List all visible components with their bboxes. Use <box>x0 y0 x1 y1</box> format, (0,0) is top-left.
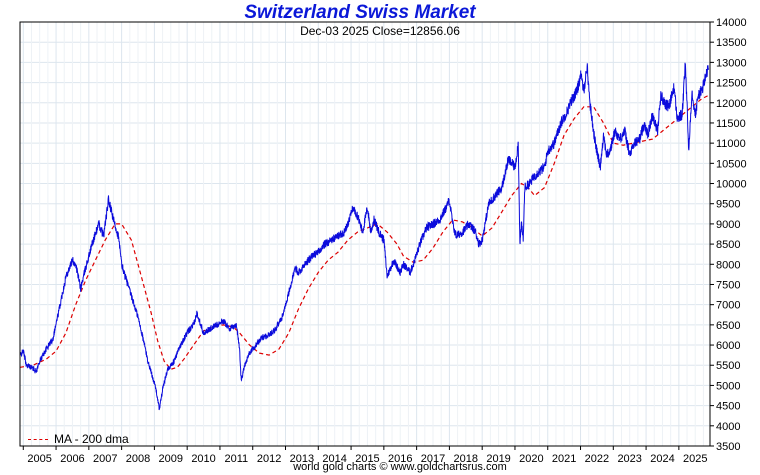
legend-swatch <box>28 438 48 440</box>
chart-title: Switzerland Swiss Market <box>244 2 476 23</box>
x-tick-label: 2013 <box>290 453 314 465</box>
y-tick-label: 11500 <box>716 118 746 130</box>
legend: MA - 200 dma <box>28 432 129 446</box>
y-tick-label: 3500 <box>716 441 740 453</box>
x-tick-label: 2021 <box>552 453 576 465</box>
y-tick-label: 14000 <box>716 17 747 29</box>
price-line <box>19 62 709 411</box>
x-tick-label: 2017 <box>421 453 445 465</box>
y-tick-label: 5000 <box>716 380 740 392</box>
y-tick-label: 10000 <box>716 179 747 191</box>
y-tick-label: 7500 <box>716 279 740 291</box>
x-tick-label: 2025 <box>683 453 707 465</box>
x-tick-label: 2011 <box>225 453 249 465</box>
y-tick-label: 6000 <box>716 340 740 352</box>
y-tick-label: 12000 <box>716 98 747 110</box>
y-tick-label: 9500 <box>716 199 740 211</box>
y-tick-label: 13500 <box>716 37 747 49</box>
legend-label: MA - 200 dma <box>54 432 129 446</box>
x-tick-label: 2009 <box>159 453 183 465</box>
x-tick-label: 2006 <box>60 453 84 465</box>
y-tick-label: 11000 <box>716 138 746 150</box>
y-tick-label: 6500 <box>716 320 740 332</box>
x-tick-label: 2015 <box>355 453 379 465</box>
price-series <box>19 62 709 411</box>
y-tick-label: 4000 <box>716 421 740 433</box>
x-tick-label: 2012 <box>257 453 281 465</box>
x-tick-label: 2020 <box>519 453 543 465</box>
y-tick-label: 4500 <box>716 401 740 413</box>
x-axis: 2005 2006 2007 2008 2009 2010 2011 2012 2013 2014… <box>22 446 707 465</box>
y-tick-label: 8500 <box>716 239 740 251</box>
plot-background <box>20 22 710 446</box>
y-tick-label: 8000 <box>716 259 740 271</box>
x-tick-label: 2016 <box>388 453 412 465</box>
x-tick-label: 2022 <box>585 453 609 465</box>
ma-series <box>19 94 711 370</box>
y-tick-label: 12500 <box>716 78 747 90</box>
x-tick-label: 2014 <box>322 453 346 465</box>
y-axis: 3500 4000 4500 5000 5500 6000 6500 7000 7500 8000… <box>710 17 747 453</box>
x-tick-label: 2005 <box>27 453 51 465</box>
x-tick-label: 2010 <box>191 453 215 465</box>
y-tick-label: 13000 <box>716 57 747 69</box>
x-tick-label: 2023 <box>617 453 641 465</box>
chart-subtitle: Dec-03 2025 Close=12856.06 <box>300 24 460 38</box>
x-tick-label: 2019 <box>486 453 510 465</box>
x-tick-label: 2024 <box>650 453 674 465</box>
y-tick-label: 7000 <box>716 300 740 312</box>
y-tick-label: 9000 <box>716 219 740 231</box>
chart-footer: world gold charts © www.goldchartsrus.co… <box>293 461 507 473</box>
x-tick-label: 2018 <box>454 453 478 465</box>
x-tick-label: 2008 <box>126 453 150 465</box>
y-tick-label: 10500 <box>716 158 747 170</box>
y-tick-label: 5500 <box>716 360 740 372</box>
x-tick-label: 2007 <box>93 453 117 465</box>
ma-line <box>19 94 711 370</box>
plot-border <box>19 21 711 447</box>
